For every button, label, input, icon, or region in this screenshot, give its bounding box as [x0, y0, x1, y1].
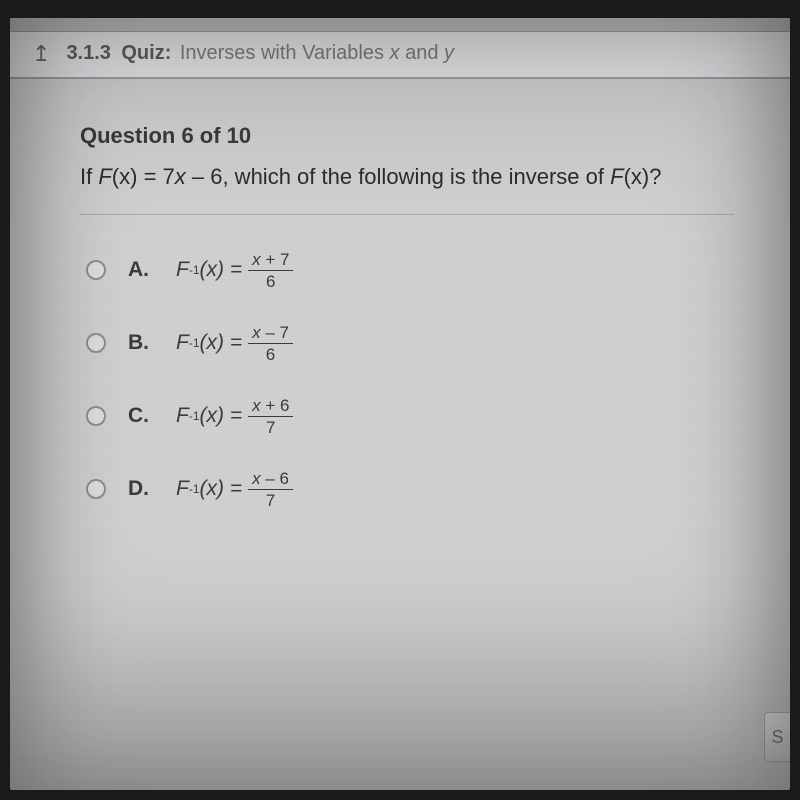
fraction: x – 6 7: [248, 470, 293, 509]
fraction: x + 6 7: [248, 397, 293, 436]
window-top-strip: [10, 18, 790, 32]
option-letter: C.: [128, 404, 154, 428]
option-letter: B.: [128, 331, 154, 355]
quiz-topic: Inverses with Variables x and y: [180, 42, 454, 64]
option-expression: F-1(x) = x + 6 7: [176, 397, 293, 436]
fraction: x + 7 6: [248, 251, 293, 290]
radio-b[interactable]: [86, 333, 106, 353]
option-d[interactable]: D. F-1(x) = x – 6 7: [86, 470, 734, 509]
option-expression: F-1(x) = x + 7 6: [176, 251, 293, 290]
fraction: x – 7 6: [248, 324, 293, 363]
question-prompt: If F(x) = 7x – 6, which of the following…: [80, 163, 734, 215]
option-expression: F-1(x) = x – 6 7: [176, 470, 293, 509]
option-letter: A.: [128, 258, 154, 282]
header-title-wrap: 3.1.3 Quiz: Inverses with Variables x an…: [66, 42, 454, 65]
question-content: Question 6 of 10 If F(x) = 7x – 6, which…: [10, 79, 790, 563]
option-b[interactable]: B. F-1(x) = x – 7 6: [86, 324, 734, 363]
section-number: 3.1.3: [66, 42, 110, 64]
option-a[interactable]: A. F-1(x) = x + 7 6: [86, 251, 734, 290]
option-letter: D.: [128, 477, 154, 501]
submit-button-partial[interactable]: S: [764, 712, 790, 762]
option-c[interactable]: C. F-1(x) = x + 6 7: [86, 397, 734, 436]
option-expression: F-1(x) = x – 7 6: [176, 324, 293, 363]
question-number: Question 6 of 10: [80, 123, 734, 149]
options-list: A. F-1(x) = x + 7 6 B. F-1(x) =: [80, 251, 734, 509]
quiz-header: ↥ 3.1.3 Quiz: Inverses with Variables x …: [10, 32, 790, 79]
radio-d[interactable]: [86, 479, 106, 499]
screen: ↥ 3.1.3 Quiz: Inverses with Variables x …: [10, 18, 790, 790]
quiz-label: Quiz:: [121, 42, 171, 64]
radio-c[interactable]: [86, 406, 106, 426]
back-arrow-icon[interactable]: ↥: [32, 43, 50, 65]
radio-a[interactable]: [86, 260, 106, 280]
device-frame: ↥ 3.1.3 Quiz: Inverses with Variables x …: [0, 0, 800, 800]
